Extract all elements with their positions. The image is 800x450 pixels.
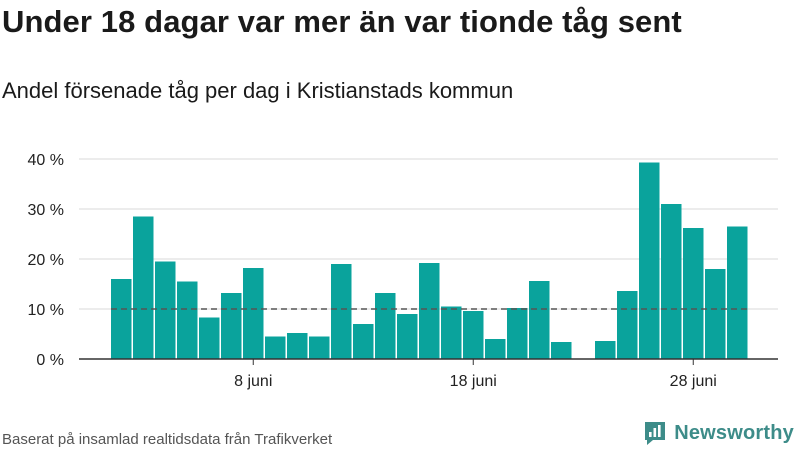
chart-title: Under 18 dagar var mer än var tionde tåg…	[2, 4, 682, 39]
bar	[617, 291, 638, 359]
bar	[375, 293, 396, 359]
bar	[199, 317, 220, 359]
bar	[683, 228, 704, 359]
bar-chart: 0 % 10 % 20 % 30 % 40 % 8 juni 18 juni 28 juni	[28, 152, 778, 390]
bar	[551, 342, 572, 359]
y-tick-label: 20 %	[28, 252, 64, 269]
bar	[155, 261, 176, 359]
bar	[111, 279, 132, 359]
x-tick-label: 28 juni	[670, 373, 717, 390]
bar	[331, 264, 352, 359]
newsworthy-logo-icon	[645, 422, 666, 445]
bar	[265, 336, 286, 359]
y-tick-label: 0 %	[36, 352, 64, 369]
bar	[287, 333, 308, 359]
y-tick-label: 10 %	[28, 302, 64, 319]
bar	[441, 306, 462, 359]
chart-subtitle: Andel försenade tåg per dag i Kristianst…	[2, 78, 514, 103]
bar	[419, 263, 440, 359]
bar	[221, 293, 242, 359]
bar	[529, 281, 550, 359]
bar	[595, 341, 616, 359]
bar	[463, 311, 484, 359]
bar	[705, 269, 726, 359]
source-footer: Baserat på insamlad realtidsdata från Tr…	[2, 431, 333, 448]
newsworthy-logo: Newsworthy	[642, 420, 794, 446]
bar	[507, 308, 528, 359]
bar	[243, 268, 264, 359]
bar	[727, 226, 748, 359]
bar	[485, 339, 506, 359]
bar	[309, 336, 330, 359]
bar	[353, 324, 374, 359]
y-tick-label: 30 %	[28, 202, 64, 219]
bar	[661, 204, 682, 359]
bar	[133, 216, 154, 359]
bar	[177, 281, 198, 359]
x-tick-label: 18 juni	[450, 373, 497, 390]
bar	[639, 162, 660, 359]
bar	[397, 314, 418, 359]
x-tick-label: 8 juni	[234, 373, 272, 390]
y-tick-label: 40 %	[28, 152, 64, 169]
logo-text: Newsworthy	[674, 421, 794, 444]
